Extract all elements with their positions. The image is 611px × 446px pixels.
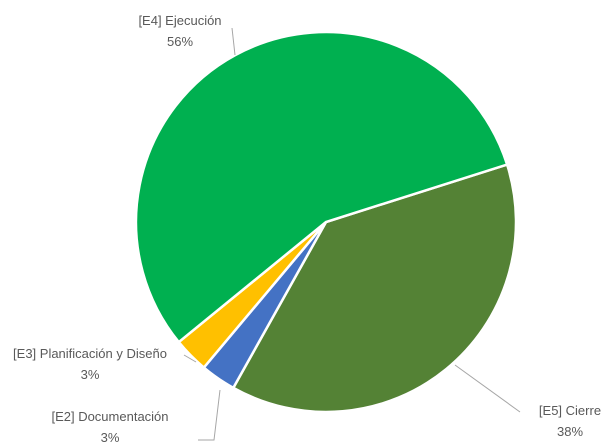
data-label: [E5] Cierre 38% bbox=[515, 400, 611, 442]
category-label: [E4] Ejecución bbox=[138, 13, 222, 28]
value-label: 38% bbox=[556, 424, 584, 439]
pie-slice bbox=[231, 162, 518, 414]
leader-line bbox=[183, 354, 197, 363]
category-label: [E2] Documentación bbox=[51, 409, 169, 424]
category-label: [E5] Cierre bbox=[538, 403, 602, 418]
value-label: 56% bbox=[166, 34, 194, 49]
leader-line bbox=[198, 389, 221, 441]
value-label: 3% bbox=[80, 367, 100, 382]
data-label: [E4] Ejecución 56% bbox=[120, 10, 240, 52]
data-label: [E3] Planificación y Diseño 3% bbox=[0, 343, 180, 385]
leader-line bbox=[231, 27, 236, 56]
leader-line bbox=[454, 364, 521, 413]
data-label: [E2] Documentación 3% bbox=[20, 406, 200, 446]
value-label: 3% bbox=[100, 430, 120, 445]
category-label: [E3] Planificación y Diseño bbox=[13, 346, 167, 361]
pie-slice bbox=[134, 30, 509, 344]
